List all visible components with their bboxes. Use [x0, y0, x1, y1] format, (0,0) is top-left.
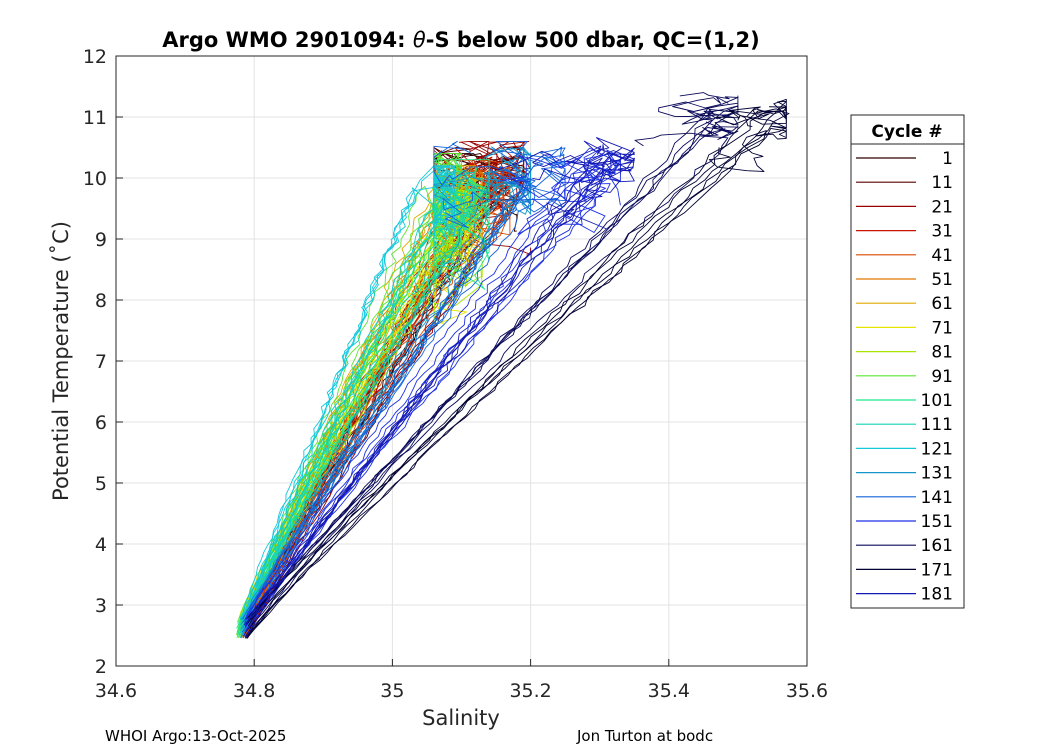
axis-ticks: 34.6 34.8 35 35.2 35.4 35.6 2 3 4 5 6 7 8 9 10 11 12	[83, 46, 828, 702]
legend-label: 171	[921, 560, 953, 580]
legend-label: 1	[942, 149, 953, 169]
legend-label: 81	[931, 343, 953, 363]
profile-line	[246, 106, 787, 639]
x-tick-label: 35.6	[786, 680, 828, 702]
y-axis-label: Potential Temperature (˚C)	[49, 221, 73, 501]
legend-entry-51: 51	[856, 270, 953, 290]
legend-entry-71: 71	[856, 318, 953, 338]
legend-label: 121	[921, 439, 953, 459]
y-tick-label: 10	[83, 168, 107, 190]
y-tick-label: 6	[95, 412, 107, 434]
x-tick-label: 35.2	[509, 680, 551, 702]
y-tick-label: 5	[95, 473, 107, 495]
y-tick-label: 9	[95, 229, 107, 251]
profile-line	[242, 153, 566, 623]
profile-line	[243, 157, 635, 626]
series-131	[240, 147, 532, 639]
legend-box	[850, 114, 965, 609]
profile-line	[244, 170, 613, 632]
profile-line	[240, 165, 456, 639]
profile-line	[243, 140, 544, 622]
legend-entry-131: 131	[856, 464, 953, 484]
y-tick-label: 8	[95, 290, 107, 312]
legend-label: 21	[931, 197, 953, 217]
x-axis-label: Salinity	[422, 706, 500, 730]
profile-line	[243, 137, 635, 637]
x-tick-label: 35.4	[648, 680, 690, 702]
legend-entry-101: 101	[856, 391, 953, 411]
legend-label: 111	[921, 415, 953, 435]
y-tick-label: 2	[95, 656, 107, 678]
profile-line	[245, 110, 739, 639]
x-tick-label: 35	[380, 680, 404, 702]
profile-line	[240, 159, 532, 630]
legend-label: 141	[921, 488, 953, 508]
legend-label: 161	[921, 536, 953, 556]
profile-line	[240, 192, 476, 630]
legend-label: 51	[931, 270, 953, 290]
y-tick-label: 7	[95, 351, 107, 373]
y-tick-label: 4	[95, 534, 107, 556]
legend-label: 61	[931, 294, 953, 314]
x-tick-label: 34.8	[233, 680, 275, 702]
legend-entry-91: 91	[856, 367, 953, 387]
legend: Cycle # 11121314151617181911011111211311…	[850, 114, 965, 609]
profile-line	[244, 147, 635, 627]
series-171	[246, 98, 790, 639]
y-tick-label: 11	[83, 107, 107, 129]
profile-line	[245, 105, 739, 623]
legend-entry-21: 21	[856, 197, 953, 217]
legend-entry-11: 11	[856, 173, 953, 193]
legend-entry-1: 1	[856, 149, 953, 169]
series-121	[239, 165, 456, 639]
legend-label: 31	[931, 222, 953, 242]
profile-line	[241, 186, 563, 633]
legend-label: 181	[921, 585, 953, 605]
chart-title: Argo WMO 2901094: θ-S below 500 dbar, QC…	[162, 28, 759, 52]
legend-label: 101	[921, 391, 953, 411]
profile-line	[244, 144, 605, 639]
legend-entry-171: 171	[856, 560, 953, 580]
profile-line	[246, 130, 767, 637]
profile-line	[248, 106, 778, 627]
profile-line	[244, 160, 615, 635]
legend-label: 11	[931, 173, 953, 193]
series-181	[243, 137, 635, 639]
y-tick-label: 12	[83, 46, 107, 68]
legend-label: 41	[931, 246, 953, 266]
legend-entry-121: 121	[856, 439, 953, 459]
legend-entry-41: 41	[856, 246, 953, 266]
legend-entry-111: 111	[856, 415, 953, 435]
legend-entry-161: 161	[856, 536, 953, 556]
legend-title: Cycle #	[871, 122, 942, 142]
x-tick-label: 34.6	[95, 680, 137, 702]
legend-entry-141: 141	[856, 488, 953, 508]
profile-line	[240, 165, 451, 628]
legend-entry-61: 61	[856, 294, 953, 314]
profile-line	[247, 126, 729, 618]
legend-entries: 1112131415161718191101111121131141151161…	[856, 149, 953, 605]
legend-entry-151: 151	[856, 512, 953, 532]
legend-entry-181: 181	[856, 585, 953, 605]
profile-line	[246, 100, 787, 631]
profile-line	[240, 152, 532, 621]
legend-label: 91	[931, 367, 953, 387]
legend-entry-81: 81	[856, 343, 953, 363]
legend-label: 71	[931, 318, 953, 338]
profile-line	[240, 165, 456, 638]
profile-line	[237, 178, 490, 624]
footer-left: WHOI Argo:13-Oct-2025	[105, 727, 286, 745]
legend-label: 151	[921, 512, 953, 532]
y-tick-label: 3	[95, 595, 107, 617]
series-lines	[236, 92, 790, 639]
profile-line	[242, 147, 532, 629]
legend-entry-31: 31	[856, 222, 953, 242]
footer-right: Jon Turton at bodc	[576, 727, 713, 745]
legend-label: 131	[921, 464, 953, 484]
